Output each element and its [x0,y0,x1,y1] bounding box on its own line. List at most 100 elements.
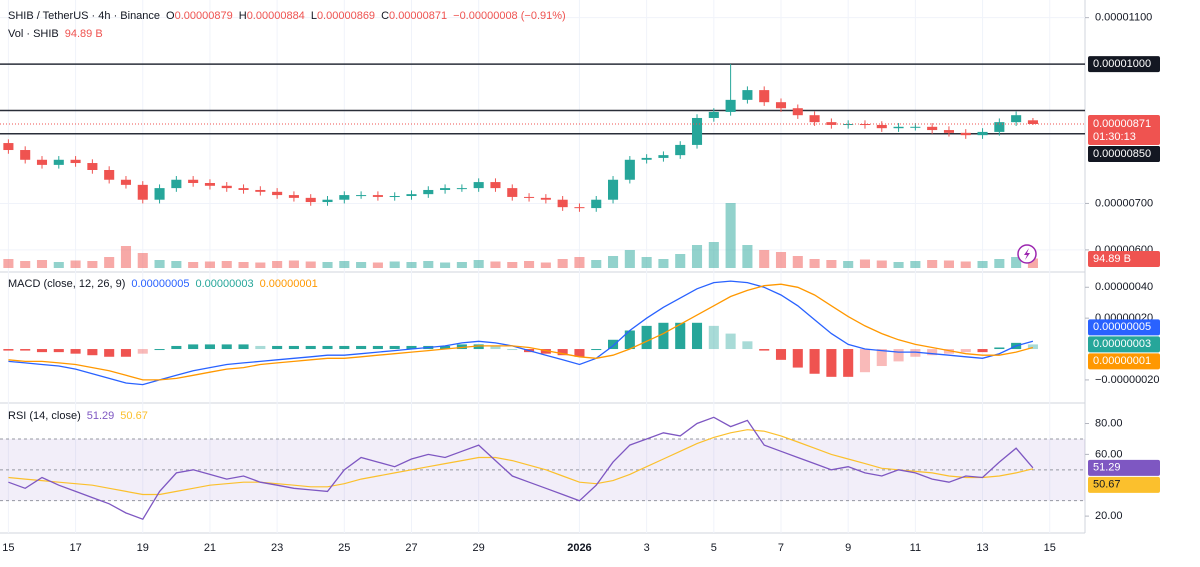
macd-histogram-bar [691,322,703,350]
candle-body [641,157,652,160]
macd-histogram-bar [675,322,686,350]
volume-bar [691,245,703,268]
macd-histogram-bar [624,330,635,350]
level-label-box [1088,56,1160,73]
x-tick-label: 7 [778,542,784,554]
volume-bar [994,259,1005,268]
indicator-line [8,283,1034,381]
volume-bar [440,262,451,268]
level-label: 0.00001000 [1093,58,1151,70]
macd-last-label-box [1088,353,1160,370]
macd-histogram-bar [557,349,568,356]
x-tick-label: 2026 [567,542,591,554]
volume-bar [708,242,719,268]
x-tick-label: 23 [271,542,283,554]
volume-bar [70,260,81,268]
macd-legend-value: 0.00000001 [259,278,318,290]
candle-body [759,90,770,103]
candle-body [171,179,182,189]
macd-histogram-bar [893,349,904,362]
indicator-line [8,429,1034,496]
candle-body [809,115,820,123]
indicator-line [8,416,1034,520]
ohlc-value: 0.00000884 [246,10,305,22]
macd-title: MACD (close, 12, 26, 9) [8,278,126,290]
y-tick-label: 0.00001100 [1095,12,1152,24]
macd-histogram-bar [591,349,602,351]
candle-body [204,183,215,186]
volume-bar [943,260,954,268]
volume-bar [624,250,635,268]
volume-bar [406,262,417,268]
candle-body [53,159,64,165]
candle-body [406,194,417,197]
candle-body [188,179,199,184]
macd-histogram-bar [372,345,383,350]
macd-histogram-bar [87,349,98,356]
alert-icon [1017,244,1037,264]
alert-bolt [1024,248,1030,260]
candle-body [524,196,535,198]
macd-histogram-bar [339,345,350,350]
macd-histogram-bar [356,345,367,350]
macd-histogram-bar [540,349,551,354]
volume-bar [725,203,736,268]
volume-bar [859,259,871,268]
volume-bar [53,262,64,268]
macd-histogram-bar [809,349,820,374]
volume-bar [608,256,619,268]
candle-body [927,126,938,131]
price-change: −0.00000008 (−0.91%) [453,10,566,22]
volume-bar [809,259,820,268]
symbol-title: SHIB / TetherUS · 4h · Binance [8,10,161,22]
level-label: 0.00000850 [1093,148,1151,160]
volume-bar [423,261,434,268]
candle-body [423,189,434,195]
candle-body [456,188,467,190]
candle-body [742,90,753,100]
candle-body [154,188,165,200]
macd-histogram-bar [120,349,132,357]
rsi-last-label-box [1088,459,1160,476]
volume-bar [305,261,316,268]
y-tick-label: 0.00000040 [1095,281,1153,293]
candle-body [137,184,148,200]
macd-histogram-bar [641,325,652,350]
y-tick-label: 0.00000700 [1095,197,1153,209]
volume-bar [792,256,803,268]
candle-body [356,195,367,197]
macd-histogram-bar [843,349,854,377]
candle-body [608,179,619,200]
volume-bar [204,261,215,268]
candle-body [473,182,484,189]
candle-body [490,182,501,189]
macd-histogram-bar [272,345,283,350]
macd-histogram-bar [792,349,803,368]
volume-bar [456,262,467,268]
macd-histogram-bar [36,349,48,353]
ohlc-key: L [310,10,317,22]
x-tick-label: 5 [711,542,717,554]
x-tick-label: 29 [473,542,485,554]
macd-histogram-bar [943,349,954,354]
last-price-label: 0.00000871 [1093,118,1151,130]
last-price-box [1088,115,1160,146]
y-tick-label: −0.00000020 [1095,374,1160,386]
macd-histogram-bar [104,349,115,357]
x-tick-label: 19 [137,542,149,554]
ohlc-item: L0.00000869 [311,10,375,22]
volume-bar [3,259,14,268]
x-tick-label: 9 [845,542,851,554]
volume-bar [759,250,770,268]
candle-body [255,189,266,192]
macd-histogram-bar [608,339,619,350]
candle-body [977,131,988,136]
level-label-box [1088,146,1160,163]
volume-bar [910,261,921,268]
candle-body [540,197,551,200]
price-legend: SHIB / TetherUS · 4h · Binance O0.000008… [8,10,566,22]
x-tick-label: 17 [69,542,81,554]
macd-histogram-bar [389,345,400,350]
